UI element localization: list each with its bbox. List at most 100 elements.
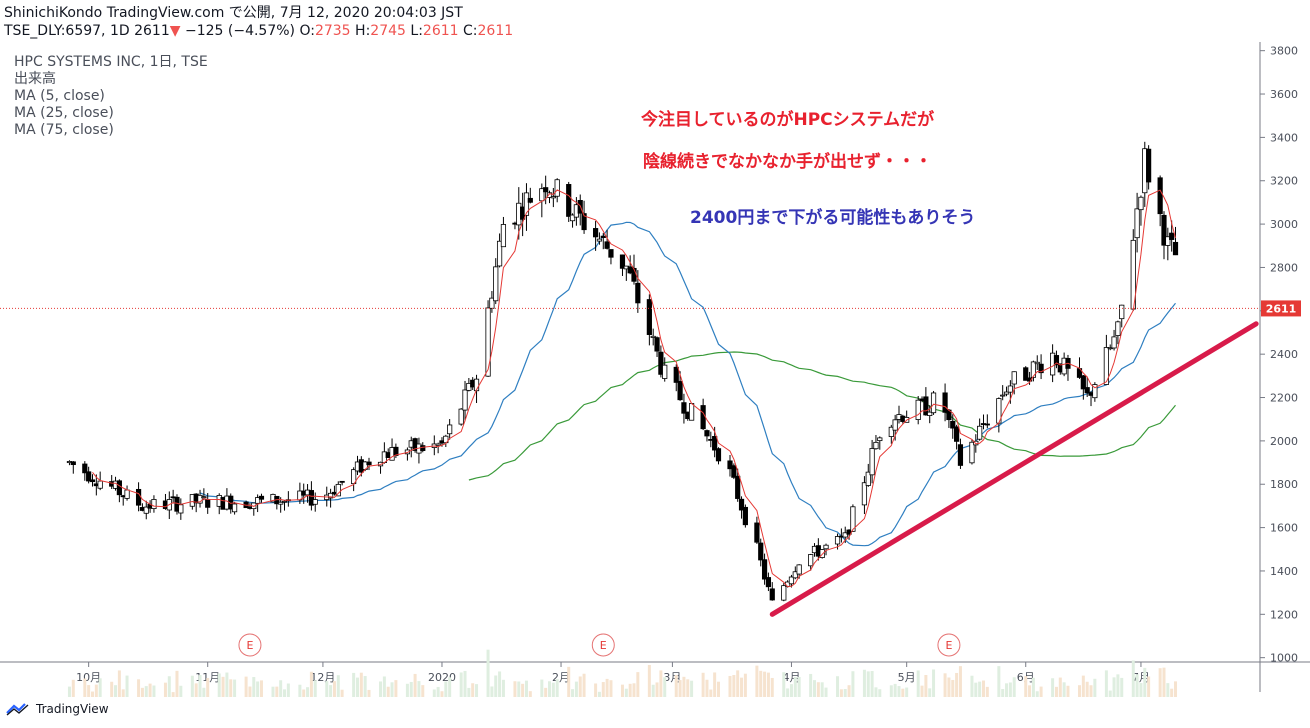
down-candle xyxy=(619,254,626,269)
tradingview-brand[interactable]: TradingView xyxy=(36,702,109,716)
volume-bar xyxy=(628,683,632,697)
legend-ma25[interactable]: MA (25, close) xyxy=(14,105,114,121)
volume-bar xyxy=(578,676,582,697)
volume-bar xyxy=(1031,677,1035,697)
up-candle xyxy=(892,419,898,431)
volume-bar xyxy=(544,687,548,697)
down-candle xyxy=(950,420,956,429)
down-candle xyxy=(758,542,764,561)
legend-ma75[interactable]: MA (75, close) xyxy=(14,122,114,138)
y-tick-label: 1600 xyxy=(1270,522,1298,535)
up-candle xyxy=(888,426,894,437)
up-candle xyxy=(1103,347,1109,385)
volume-bar xyxy=(897,686,901,697)
legend-volume[interactable]: 出来高 xyxy=(14,71,56,87)
volume-bar xyxy=(958,666,962,697)
volume-bar xyxy=(1162,667,1166,697)
volume-bar xyxy=(555,679,559,697)
up-candle xyxy=(151,499,157,510)
earnings-marker[interactable] xyxy=(591,633,615,657)
volume-bar xyxy=(759,670,763,697)
volume-bar xyxy=(597,691,601,697)
up-candle xyxy=(1092,384,1098,399)
volume-bar xyxy=(248,686,252,697)
volume-bar xyxy=(678,680,682,697)
down-candle xyxy=(942,392,948,413)
volume-bar xyxy=(701,672,705,697)
volume-bar xyxy=(824,687,828,697)
volume-bar xyxy=(766,672,770,697)
earnings-marker[interactable] xyxy=(937,633,961,657)
earnings-marker[interactable] xyxy=(238,633,262,657)
down-candle xyxy=(308,490,314,506)
down-candle xyxy=(205,499,211,508)
volume-bar xyxy=(905,687,909,697)
volume-bar xyxy=(1131,660,1135,697)
up-candle xyxy=(550,196,556,199)
chart-header: ShinichiKondo TradingView.com で公開, 7月 12… xyxy=(4,4,1244,40)
volume-bar xyxy=(901,688,905,697)
chart-panel[interactable]: 1000120014001600180020002200240026002800… xyxy=(0,42,1310,728)
up-candle xyxy=(143,506,149,514)
support-trendline[interactable] xyxy=(769,321,1259,617)
volume-bar xyxy=(432,689,436,697)
volume-bar xyxy=(194,683,198,697)
close-label: C: xyxy=(463,23,478,39)
volume-bar xyxy=(1089,685,1093,697)
volume-bar xyxy=(862,669,866,697)
volume-bar xyxy=(601,682,605,697)
up-candle xyxy=(796,564,802,575)
up-candle xyxy=(569,214,576,222)
ma75-line xyxy=(468,351,1176,481)
volume-bar xyxy=(325,681,329,697)
up-candle xyxy=(834,536,841,545)
volume-bar xyxy=(521,683,525,697)
up-candle xyxy=(435,443,441,446)
earnings-marker-label: E xyxy=(246,639,253,652)
volume-bar xyxy=(924,675,928,697)
open-label: O: xyxy=(299,23,315,39)
volume-bar xyxy=(87,685,91,697)
price-chart[interactable]: 1000120014001600180020002200240026002800… xyxy=(0,42,1310,728)
volume-bar xyxy=(448,677,452,697)
up-candle xyxy=(1011,371,1017,385)
up-candle xyxy=(1034,361,1040,365)
volume-bar xyxy=(313,680,317,697)
down-candle xyxy=(715,448,722,462)
legend-title[interactable]: HPC SYSTEMS INC, 1日, TSE xyxy=(14,54,208,70)
up-candle xyxy=(842,532,848,538)
volume-bar xyxy=(943,673,947,697)
volume-bar xyxy=(920,685,924,697)
tradingview-logo-icon[interactable] xyxy=(6,702,32,716)
legend-ma5[interactable]: MA (5, close) xyxy=(14,88,105,104)
volume-bar xyxy=(498,671,502,697)
up-candle xyxy=(1119,304,1125,320)
volume-bar xyxy=(463,670,467,697)
ma25-line xyxy=(199,221,1176,547)
volume-bar xyxy=(1081,675,1085,697)
down-candle xyxy=(1053,355,1060,366)
volume-bar xyxy=(359,672,363,697)
up-candle xyxy=(819,549,825,558)
volume-bar xyxy=(594,683,598,697)
annotation-line-1: 今注目しているのがHPCシステムだが xyxy=(641,110,935,130)
volume-bar xyxy=(997,666,1001,697)
down-candle xyxy=(646,299,652,335)
volume-bar xyxy=(221,676,225,697)
volume-bar xyxy=(444,681,448,697)
volume-bar xyxy=(1158,668,1162,697)
volume-bar xyxy=(233,679,237,697)
down-candle xyxy=(608,249,614,258)
up-candle xyxy=(788,576,795,585)
volume-bar xyxy=(651,684,655,697)
volume-bar xyxy=(705,679,709,697)
volume-bar xyxy=(1001,689,1005,697)
up-candle xyxy=(201,496,207,499)
y-tick-label: 1400 xyxy=(1270,565,1298,578)
volume-bar xyxy=(405,683,409,697)
volume-bar xyxy=(716,681,720,697)
volume-bar xyxy=(540,679,544,697)
up-candle xyxy=(1111,336,1117,349)
volume-bar xyxy=(878,689,882,697)
volume-bar xyxy=(1170,688,1174,697)
